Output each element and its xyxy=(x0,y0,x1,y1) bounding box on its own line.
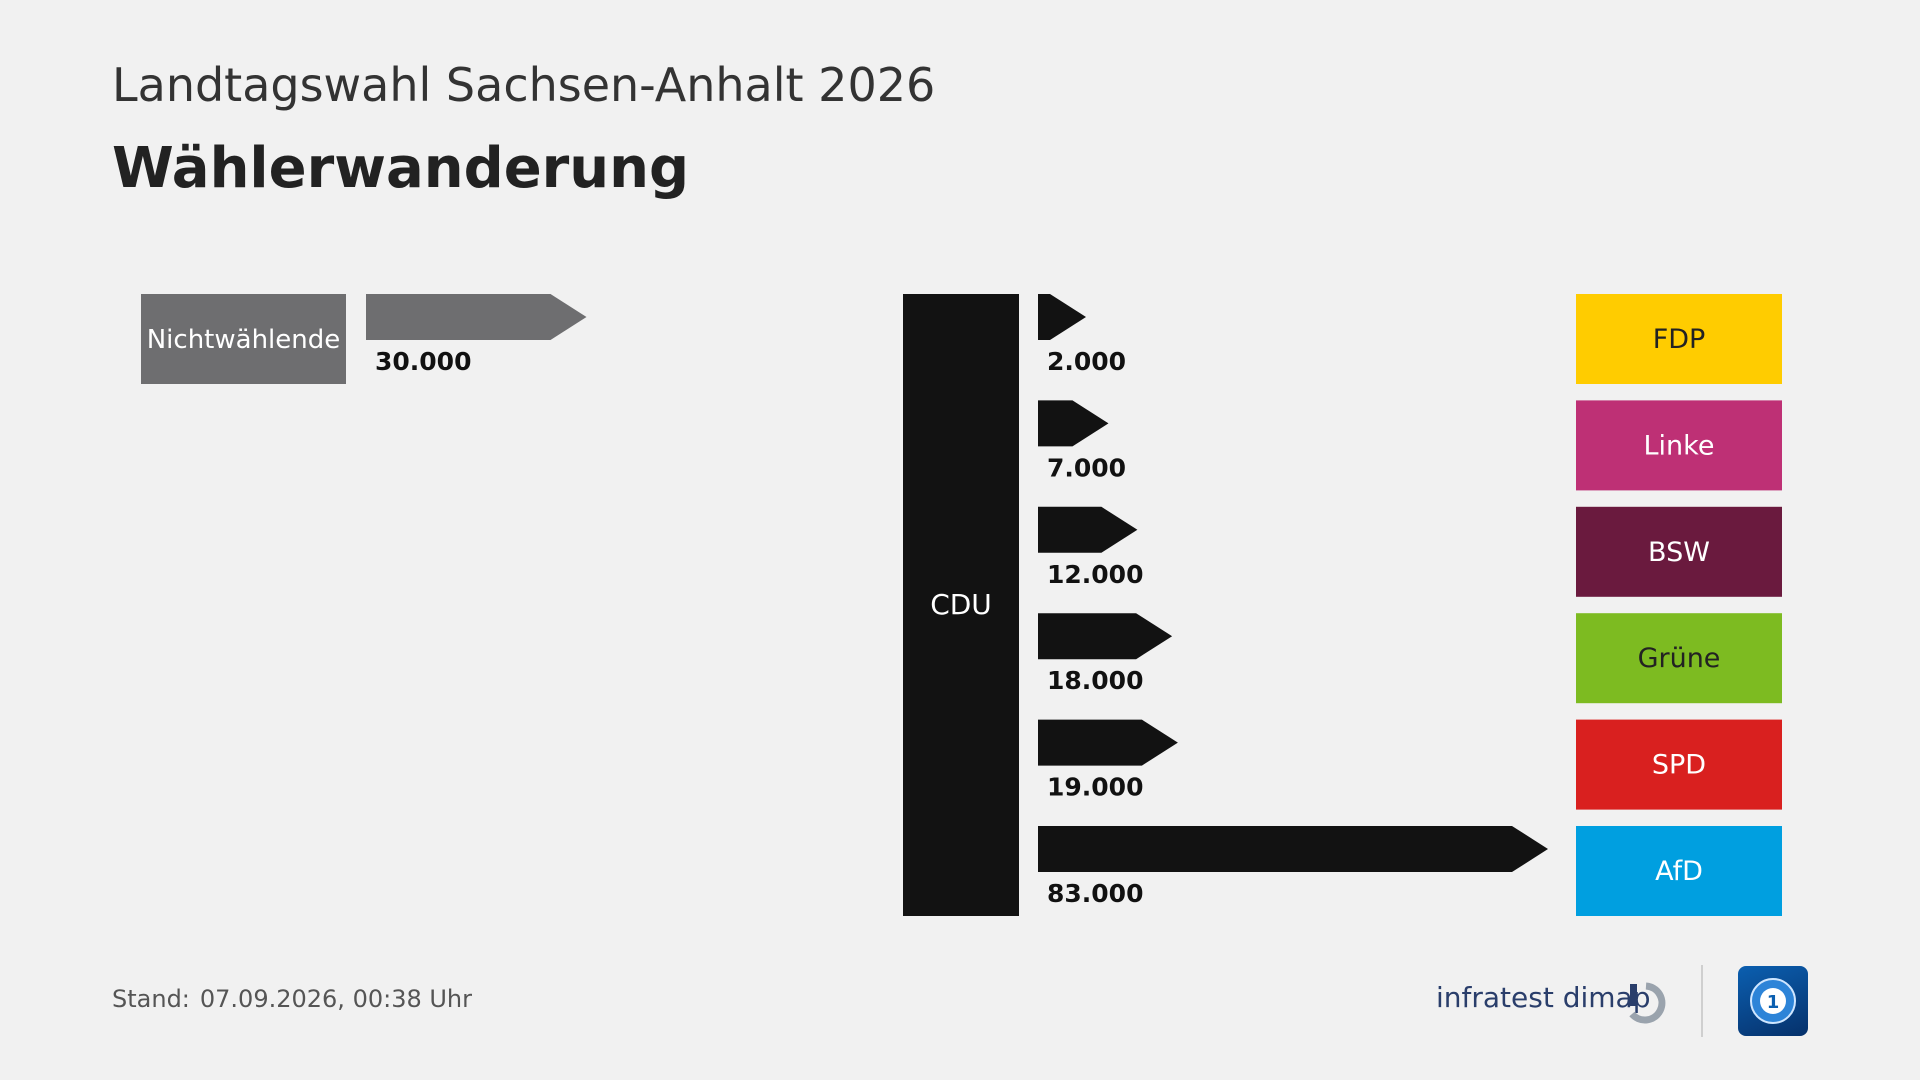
infratest-logo-icon xyxy=(1629,982,1666,1024)
value-label-afd: 83.000 xyxy=(1047,879,1143,908)
chart-title: Wählerwanderung xyxy=(112,136,690,201)
source-label-cdu: CDU xyxy=(930,588,992,621)
party-box-afd xyxy=(1576,826,1782,916)
source-box-cdu xyxy=(903,294,1019,916)
flow-arrow-afd xyxy=(1038,826,1548,872)
value-label-bsw: 12.000 xyxy=(1047,560,1143,589)
party-box-gruene xyxy=(1576,613,1782,704)
flow-arrow-gruene xyxy=(1038,613,1173,660)
value-label-nichtwaehlende: 30.000 xyxy=(375,347,471,376)
source-label-nichtwaehlende: Nichtwählende xyxy=(147,325,341,355)
value-label-fdp: 2.000 xyxy=(1047,347,1126,376)
ard-tagesschau-logo-icon: 1 xyxy=(1738,966,1808,1036)
timestamp-value: 07.09.2026, 00:38 Uhr xyxy=(199,985,472,1013)
brand-name: infratest dimap xyxy=(1436,981,1651,1014)
value-label-spd: 19.000 xyxy=(1047,773,1143,802)
party-label-afd: AfD xyxy=(1655,856,1703,887)
party-box-spd xyxy=(1576,719,1782,810)
party-label-linke: Linke xyxy=(1644,430,1715,461)
chart-subtitle: Landtagswahl Sachsen-Anhalt 2026 xyxy=(112,58,936,112)
value-label-gruene: 18.000 xyxy=(1047,666,1143,695)
party-label-bsw: BSW xyxy=(1648,537,1710,568)
flow-arrow-fdp xyxy=(1038,294,1086,340)
footer-divider xyxy=(1701,965,1703,1037)
timestamp: Stand: 07.09.2026, 00:38 Uhr xyxy=(112,985,472,1013)
party-box-bsw xyxy=(1576,506,1782,597)
party-box-linke xyxy=(1576,400,1782,491)
flow-arrow-linke xyxy=(1038,400,1109,447)
timestamp-label: Stand: xyxy=(112,985,190,1013)
value-label-linke: 7.000 xyxy=(1047,453,1126,482)
source-box-nichtwaehlende xyxy=(141,294,346,384)
flow-arrow-spd xyxy=(1038,719,1178,766)
party-box-fdp xyxy=(1576,294,1782,384)
svg-text:1: 1 xyxy=(1767,992,1780,1013)
party-label-spd: SPD xyxy=(1652,750,1706,781)
flow-arrow-bsw xyxy=(1038,506,1138,553)
party-label-fdp: FDP xyxy=(1653,324,1706,355)
party-label-gruene: Grüne xyxy=(1638,643,1721,674)
flow-arrow-nichtwaehlende xyxy=(366,294,587,340)
